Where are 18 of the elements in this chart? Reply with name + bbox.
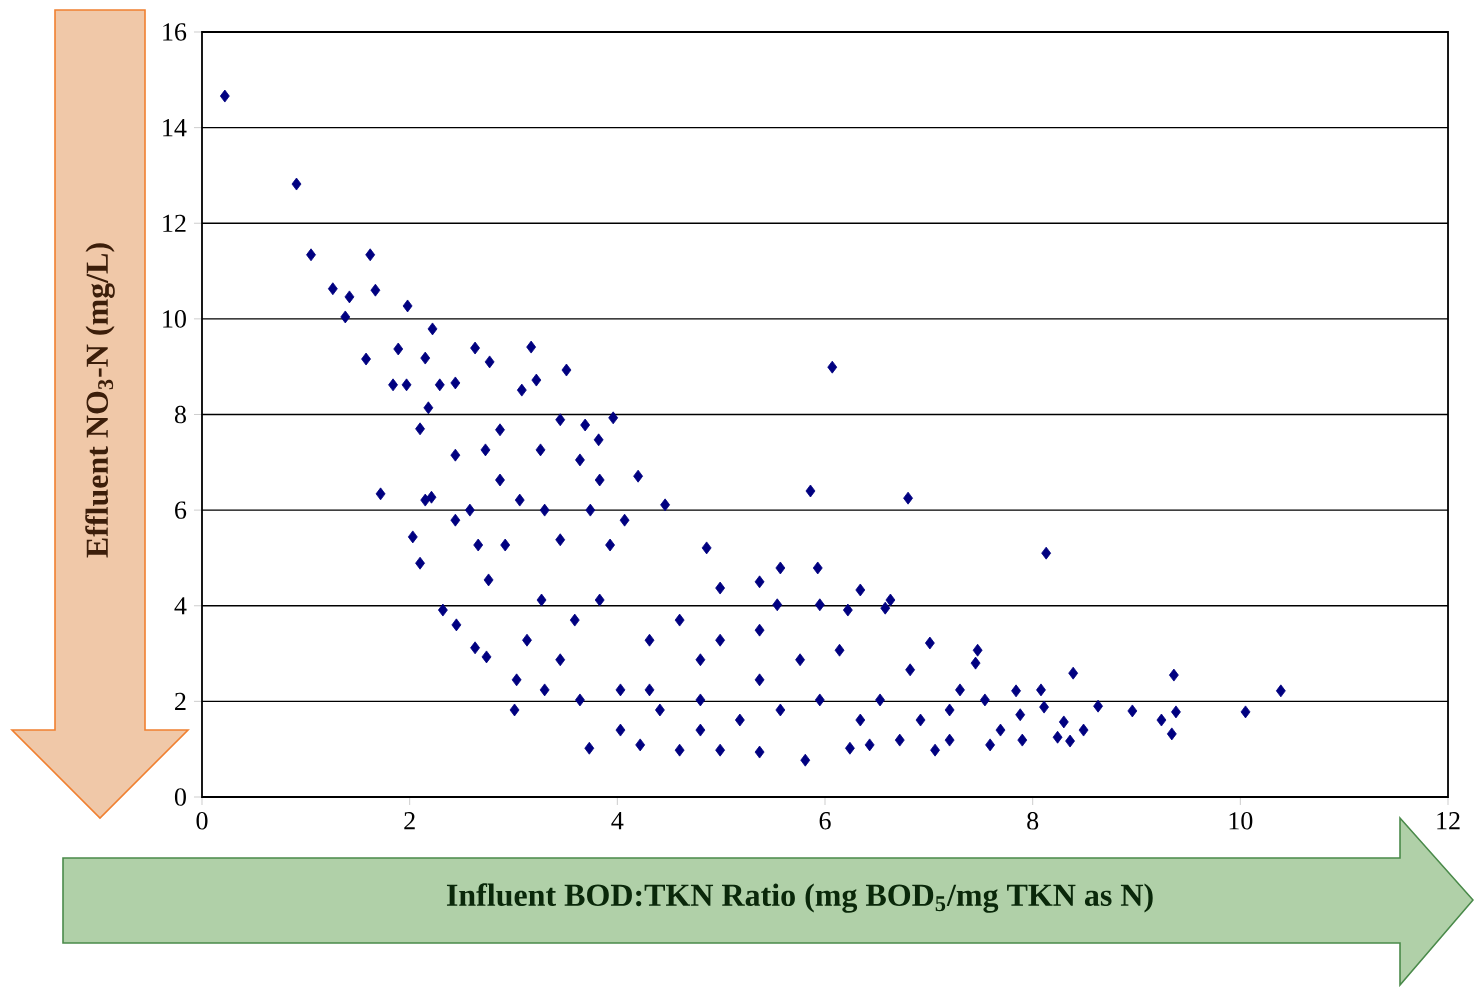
y-tick-label: 6 bbox=[175, 501, 187, 519]
y-tick-label: 0 bbox=[174, 788, 186, 806]
x-tick-label: 8 bbox=[1027, 812, 1039, 830]
x-tick-label: 2 bbox=[404, 812, 415, 830]
x-tick-label: 10 bbox=[1229, 812, 1253, 830]
y-tick-label: 16 bbox=[163, 23, 187, 41]
x-axis-title: Influent BOD:TKN Ratio (mg BOD$_{5}$/mg TKN as N) bbox=[446, 883, 1153, 913]
x-tick-label: 0 bbox=[196, 812, 208, 830]
y-axis-title: Effluent NO$_{3}$-N (mg/L) bbox=[85, 243, 115, 558]
y-tick-label: 8 bbox=[174, 405, 186, 424]
x-tick-label: 12 bbox=[1437, 812, 1460, 830]
y-tick-label: 14 bbox=[163, 119, 187, 137]
y-tick-label: 2 bbox=[175, 692, 186, 710]
x-tick-label: 6 bbox=[819, 812, 831, 830]
x-tick-label: 4 bbox=[611, 812, 624, 830]
y-tick-label: 12 bbox=[163, 214, 186, 232]
y-tick-label: 10 bbox=[163, 310, 186, 328]
y-tick-label: 4 bbox=[174, 597, 187, 615]
